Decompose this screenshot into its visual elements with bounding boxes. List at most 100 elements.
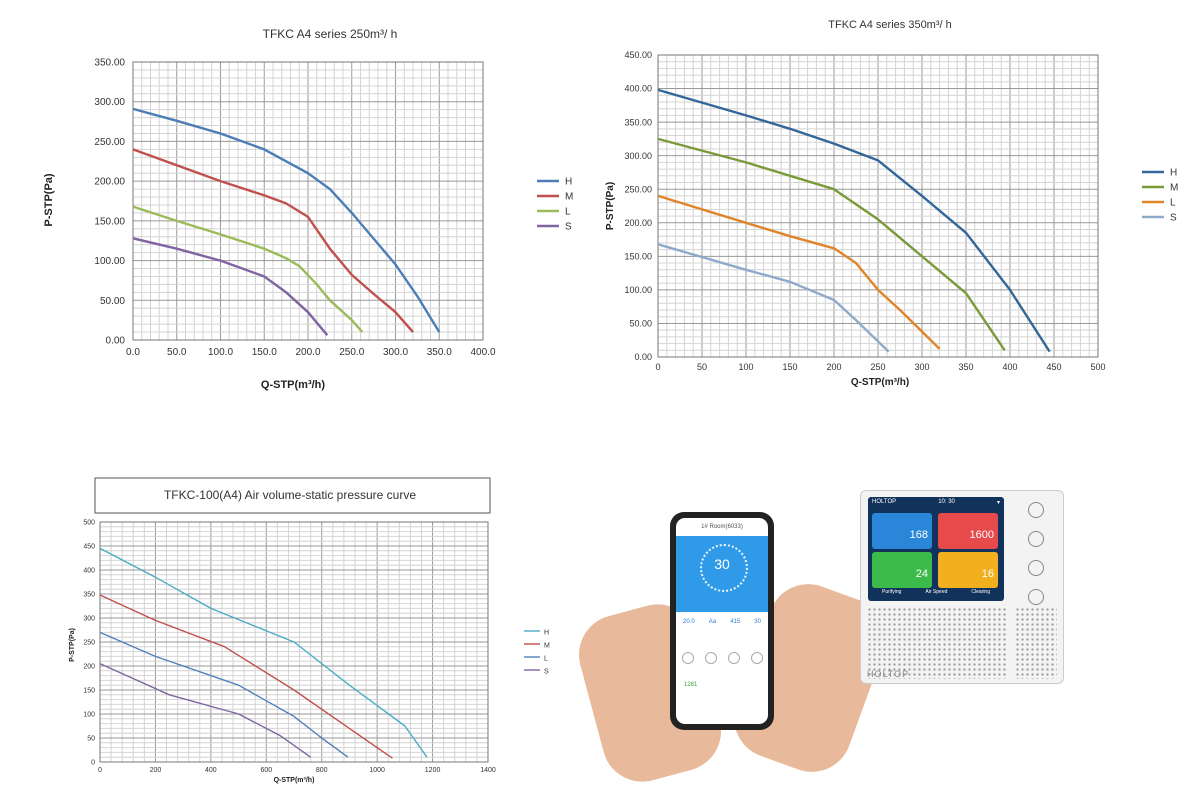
y-tick-label: 100.00	[624, 285, 652, 295]
gauge-ring	[700, 544, 748, 592]
series-line-L	[657, 194, 941, 350]
controller-brand: HOLTOP	[872, 499, 897, 505]
y-tick-label: 500	[83, 519, 95, 526]
controller-time: 10: 30	[938, 499, 955, 505]
chart-title: TFKC A4 series 350m³/ h	[828, 19, 952, 31]
app-controls	[676, 652, 768, 664]
y-tick-label: 300.00	[94, 97, 125, 108]
tile-temperature: 24	[872, 552, 932, 588]
app-stat: 30	[754, 619, 761, 625]
x-tick-label: 400.0	[470, 347, 495, 358]
legend-label: H	[544, 630, 549, 637]
chart-title: TFKC A4 series 250m³/ h	[263, 27, 398, 41]
x-tick-label: 250.0	[339, 347, 364, 358]
y-tick-label: 450.00	[624, 50, 652, 60]
y-tick-label: 150.00	[624, 251, 652, 261]
fan-button	[1028, 560, 1044, 576]
x-tick-label: 200	[150, 767, 162, 774]
x-axis-label: Q-STP(m³/h)	[851, 377, 909, 388]
y-tick-label: 200.00	[624, 218, 652, 228]
x-tick-label: 100	[738, 362, 753, 372]
legend-label: S	[544, 669, 549, 676]
legend-label: S	[565, 222, 572, 233]
series-line-M	[99, 594, 393, 759]
x-tick-label: 150.0	[252, 347, 277, 358]
legend-label: L	[544, 656, 548, 663]
x-tick-label: 0.0	[126, 347, 140, 358]
x-axis-label: Q-STP(m³/h)	[261, 379, 325, 391]
x-tick-label: 500	[1090, 362, 1105, 372]
x-tick-label: 1000	[369, 767, 385, 774]
signal-icon: ▾	[996, 500, 1000, 506]
y-tick-label: 150	[83, 687, 95, 694]
mode-label: Air Speed	[925, 589, 948, 595]
x-tick-label: 350.0	[427, 347, 452, 358]
product-photo: 1# Room(6033) 30 20.0 Aa 415 30 1281	[560, 488, 1072, 791]
series-line-S	[657, 243, 890, 353]
smartphone: 1# Room(6033) 30 20.0 Aa 415 30 1281	[670, 512, 774, 730]
y-tick-label: 100.00	[94, 256, 125, 267]
y-tick-label: 0	[91, 759, 95, 766]
x-tick-label: 250	[870, 362, 885, 372]
x-tick-label: 100.0	[208, 347, 233, 358]
y-tick-label: 50.00	[100, 296, 125, 307]
legend-label: M	[544, 643, 550, 650]
y-tick-label: 300.00	[624, 151, 652, 161]
control-icon	[727, 652, 740, 664]
y-tick-label: 250	[83, 639, 95, 646]
tile-co2: 1600	[938, 513, 998, 549]
mode-button	[1028, 589, 1044, 605]
controller-buttons	[1011, 491, 1061, 605]
y-tick-label: 0.00	[634, 352, 652, 362]
app-stat: Aa	[708, 619, 717, 625]
app-footer: 1281	[684, 682, 698, 688]
x-tick-label: 150	[782, 362, 797, 372]
y-axis-label: P-STP(Pa)	[69, 628, 76, 662]
x-tick-label: 350	[958, 362, 973, 372]
series-line-H	[99, 547, 428, 758]
y-tick-label: 300	[83, 615, 95, 622]
series-line-H	[657, 88, 1051, 353]
y-tick-label: 350.00	[624, 117, 652, 127]
legend-label: H	[565, 177, 572, 188]
controller-status-bar: HOLTOP 10: 30 ▾	[872, 499, 1000, 511]
series-line-L	[132, 205, 364, 333]
series-line-M	[657, 137, 1006, 351]
y-tick-label: 200	[83, 663, 95, 670]
x-tick-label: 300.0	[383, 347, 408, 358]
chart-100: 0 200 400 600 800 1000 1200 1400 0 50 100 150 200 250…	[69, 477, 550, 784]
plot-frame	[99, 521, 489, 763]
y-axis-label: P-STP(Pa)	[605, 182, 616, 230]
app-stat: 415	[730, 619, 741, 625]
control-icon	[750, 652, 763, 664]
plot-frame	[657, 54, 1099, 358]
x-tick-label: 800	[316, 767, 328, 774]
x-tick-label: 0	[655, 362, 660, 372]
legend-label: H	[1170, 168, 1177, 179]
y-tick-label: 250.00	[624, 184, 652, 194]
x-tick-label: 50.0	[167, 347, 187, 358]
plot-frame	[132, 61, 484, 341]
y-tick-label: 100	[83, 711, 95, 718]
speaker-grille	[867, 607, 1007, 679]
y-tick-label: 0.00	[106, 336, 126, 347]
legend-label: M	[1170, 183, 1178, 194]
phone-screen: 1# Room(6033) 30 20.0 Aa 415 30 1281	[676, 518, 768, 724]
x-tick-label: 1400	[480, 767, 496, 774]
x-tick-label: 0	[98, 767, 102, 774]
control-icon	[704, 652, 717, 664]
app-stat: 20.0	[683, 619, 695, 625]
y-tick-label: 200.00	[94, 177, 125, 188]
app-hero: 30	[676, 536, 768, 612]
y-tick-label: 150.00	[94, 216, 125, 227]
controller-modes: Purifying Air Speed Clearing	[870, 585, 1002, 599]
chart-title: TFKC-100(A4) Air volume-static pressure …	[164, 488, 416, 502]
x-tick-label: 450	[1046, 362, 1061, 372]
title-box	[94, 477, 491, 514]
y-axis-label: P-STP(Pa)	[43, 173, 55, 227]
legend-label: L	[1170, 198, 1176, 209]
y-tick-label: 250.00	[94, 137, 125, 148]
legend-label: S	[1170, 213, 1177, 224]
speaker-grille	[1015, 607, 1057, 679]
y-tick-label: 400	[83, 567, 95, 574]
